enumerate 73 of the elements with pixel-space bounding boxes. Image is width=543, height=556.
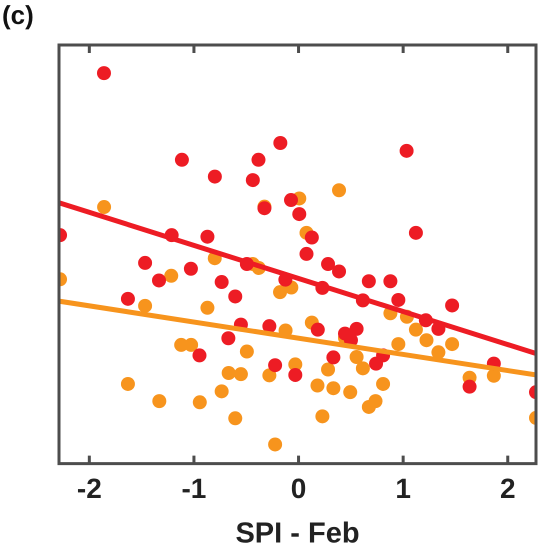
point [268, 358, 282, 372]
point [431, 345, 446, 360]
point [192, 395, 207, 410]
point [174, 152, 189, 167]
point [262, 368, 276, 382]
point [138, 298, 152, 313]
point [120, 292, 135, 306]
point [332, 264, 346, 278]
point [391, 292, 406, 307]
point [120, 376, 135, 391]
point [96, 66, 111, 80]
x-tick-label: 2 [500, 473, 516, 504]
point [273, 136, 288, 150]
point [152, 273, 166, 288]
point [273, 285, 288, 300]
point [445, 337, 460, 352]
point [326, 350, 340, 364]
point [208, 170, 222, 184]
point [138, 256, 152, 270]
point [222, 366, 236, 380]
point [268, 437, 282, 452]
point [251, 152, 266, 167]
point [214, 275, 229, 290]
point [200, 300, 214, 315]
point [376, 376, 390, 391]
point [97, 200, 112, 214]
point [445, 298, 460, 312]
point [362, 400, 376, 414]
point [152, 394, 166, 408]
point [221, 331, 236, 346]
point [332, 183, 346, 198]
x-tick-label: 0 [290, 473, 306, 504]
point [321, 362, 336, 376]
point [234, 367, 248, 382]
x-tick-label: -1 [181, 473, 206, 504]
point [288, 368, 302, 382]
point [408, 322, 423, 337]
point [292, 207, 306, 222]
point [326, 381, 340, 396]
point [228, 411, 242, 426]
x-axis-title: SPI - Feb [235, 518, 360, 550]
point [408, 226, 423, 240]
point [240, 344, 254, 359]
point [192, 348, 206, 362]
point [184, 338, 198, 352]
point [321, 257, 336, 272]
point [184, 262, 198, 276]
point [350, 350, 364, 364]
point [284, 193, 298, 208]
point [462, 380, 477, 394]
point [383, 274, 398, 288]
point [164, 268, 178, 283]
point [419, 333, 434, 348]
point [350, 322, 364, 336]
point [304, 230, 319, 245]
point [246, 173, 260, 188]
point [400, 144, 414, 158]
point [356, 361, 370, 376]
point [310, 322, 325, 337]
point [310, 378, 324, 393]
point [343, 385, 358, 400]
point [369, 356, 384, 371]
point [228, 289, 242, 304]
point [315, 409, 330, 424]
x-tick-label: -2 [76, 473, 102, 504]
point [214, 384, 229, 398]
chart-title: (c) [2, 0, 34, 30]
point [200, 230, 214, 244]
x-tick-label: 1 [395, 473, 411, 504]
point [299, 246, 314, 261]
point [391, 337, 406, 352]
point [262, 319, 276, 334]
point [362, 274, 376, 288]
